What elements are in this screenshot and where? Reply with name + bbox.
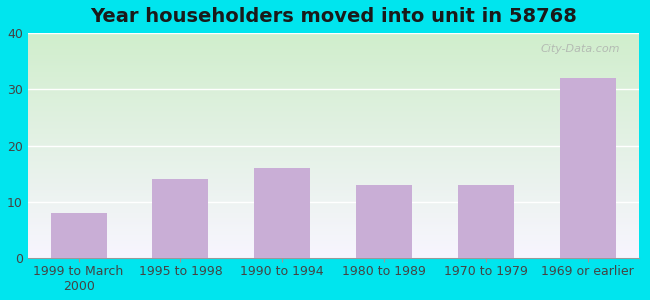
Bar [560, 78, 616, 258]
Bar [51, 213, 107, 258]
Bar [356, 185, 412, 258]
Bar [254, 168, 310, 258]
Text: City-Data.com: City-Data.com [541, 44, 620, 54]
Title: Year householders moved into unit in 58768: Year householders moved into unit in 587… [90, 7, 577, 26]
Bar [152, 179, 209, 258]
Bar [458, 185, 514, 258]
